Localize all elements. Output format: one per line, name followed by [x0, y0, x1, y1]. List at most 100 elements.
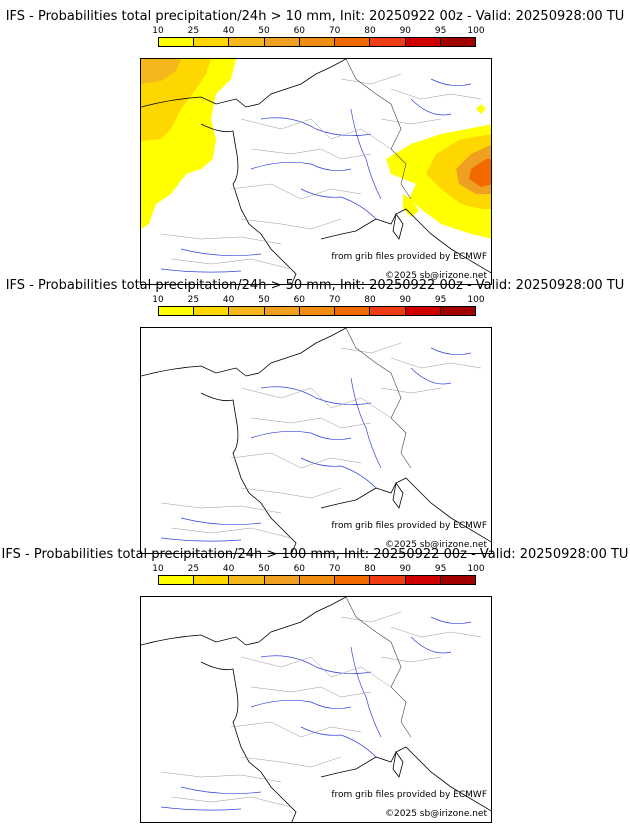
basemap-lines [141, 597, 491, 822]
legend-swatch [405, 38, 441, 46]
legend-label: 60 [293, 295, 306, 305]
legend-label: 40 [222, 295, 235, 305]
panel-title: IFS - Probabilities total precipitation/… [1, 547, 629, 562]
map-canvas [141, 328, 491, 553]
precip-area-40-50 [141, 59, 181, 84]
map-france: from grib files provided by ECMWF ©2025 … [140, 327, 492, 554]
map-panel-50mm: IFS - Probabilities total precipitation/… [0, 278, 630, 554]
legend-label: 80 [364, 295, 376, 305]
source-credit: from grib files provided by ECMWF [331, 252, 487, 262]
legend-label: 70 [328, 564, 341, 574]
legend-label: 50 [258, 564, 270, 574]
legend-swatch [229, 307, 265, 315]
admin-boundaries [160, 611, 482, 808]
panel-title: IFS - Probabilities total precipitation/… [5, 278, 625, 293]
legend-swatch [159, 307, 195, 315]
legend-swatch [335, 307, 371, 315]
national-border [345, 597, 412, 738]
legend-label: 10 [152, 295, 164, 305]
legend-swatch [335, 38, 371, 46]
legend-color-bar [158, 575, 476, 585]
coastline [141, 328, 491, 553]
national-border [345, 59, 412, 200]
color-legend: 10 25 40 50 60 70 80 90 95 100 [152, 564, 485, 586]
legend-swatch [159, 576, 195, 584]
legend-label: 100 [467, 295, 485, 305]
precipitation-overlay [141, 59, 491, 239]
legend-labels: 10 25 40 50 60 70 80 90 95 100 [152, 564, 484, 574]
national-border [345, 328, 412, 469]
legend-swatch [370, 576, 406, 584]
legend-swatch [159, 38, 195, 46]
legend-swatch [264, 576, 300, 584]
precip-area-10-25 [403, 194, 419, 217]
legend-label: 100 [467, 26, 485, 36]
color-legend: 10 25 40 50 60 70 80 90 95 100 [152, 295, 485, 317]
map-panel-100mm: IFS - Probabilities total precipitation/… [0, 547, 630, 823]
legend-swatch [194, 38, 230, 46]
map-canvas [141, 597, 491, 822]
legend-label: 100 [467, 564, 485, 574]
legend-label: 95 [434, 564, 447, 574]
legend-swatch [405, 576, 441, 584]
legend-label: 90 [399, 295, 412, 305]
color-legend: 10 25 40 50 60 70 80 90 95 100 [152, 26, 485, 48]
legend-label: 60 [293, 564, 306, 574]
legend-labels: 10 25 40 50 60 70 80 90 95 100 [152, 26, 484, 36]
legend-color-bar [158, 37, 476, 47]
legend-label: 10 [152, 564, 164, 574]
coastline [141, 597, 491, 822]
legend-swatch [299, 307, 336, 315]
legend-swatch [194, 576, 230, 584]
legend-color-bar [158, 306, 476, 316]
legend-label: 70 [328, 26, 341, 36]
map-canvas [141, 59, 491, 284]
legend-label: 70 [328, 295, 341, 305]
legend-swatch [335, 576, 371, 584]
legend-swatch [370, 307, 406, 315]
legend-label: 25 [187, 295, 200, 305]
legend-label: 25 [187, 26, 200, 36]
legend-label: 50 [258, 26, 270, 36]
legend-swatch [229, 576, 265, 584]
panel-title: IFS - Probabilities total precipitation/… [5, 9, 625, 24]
copyright-notice: ©2025 sb@irizone.net [385, 809, 487, 819]
copyright-notice: ©2025 sb@irizone.net [385, 540, 487, 550]
admin-boundaries [160, 73, 482, 270]
legend-swatch [370, 38, 406, 46]
legend-label: 90 [399, 26, 412, 36]
legend-swatch [264, 38, 300, 46]
basemap-lines [141, 328, 491, 553]
basemap-lines [141, 59, 491, 284]
rivers [160, 347, 472, 542]
legend-label: 80 [364, 26, 376, 36]
admin-boundaries [160, 342, 482, 539]
legend-label: 95 [434, 26, 447, 36]
corsica-coastline [392, 212, 404, 240]
precip-area-70-80 [469, 159, 491, 187]
legend-swatch [440, 307, 475, 315]
map-france: from grib files provided by ECMWF ©2025 … [140, 58, 492, 285]
rivers [160, 616, 472, 811]
legend-label: 80 [364, 564, 376, 574]
legend-label: 40 [222, 564, 235, 574]
rivers [160, 78, 472, 273]
legend-swatch [264, 307, 300, 315]
copyright-notice: ©2025 sb@irizone.net [385, 271, 487, 281]
legend-label: 90 [399, 564, 412, 574]
legend-swatch [299, 38, 336, 46]
source-credit: from grib files provided by ECMWF [331, 521, 487, 531]
legend-swatch [229, 38, 265, 46]
map-panel-10mm: IFS - Probabilities total precipitation/… [0, 9, 630, 285]
legend-label: 60 [293, 26, 306, 36]
legend-swatch [440, 38, 475, 46]
legend-label: 50 [258, 295, 270, 305]
source-credit: from grib files provided by ECMWF [331, 790, 487, 800]
corsica-coastline [392, 481, 404, 509]
precip-area-10-25 [476, 104, 486, 114]
legend-label: 10 [152, 26, 164, 36]
legend-swatch [405, 307, 441, 315]
legend-swatch [194, 307, 230, 315]
legend-swatch [299, 576, 336, 584]
legend-label: 40 [222, 26, 235, 36]
